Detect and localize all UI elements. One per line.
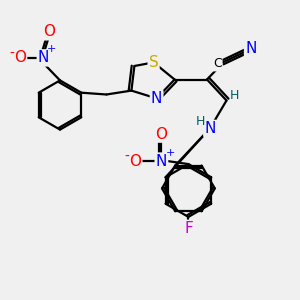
Text: N: N [38, 50, 49, 65]
Text: N: N [245, 41, 256, 56]
Text: N: N [151, 91, 162, 106]
Text: N: N [204, 121, 216, 136]
Text: O: O [14, 50, 26, 65]
Text: H: H [230, 88, 240, 102]
Text: O: O [129, 154, 141, 169]
Text: +: + [166, 148, 175, 158]
Text: H: H [196, 115, 205, 128]
Text: +: + [47, 44, 57, 55]
Text: F: F [184, 221, 193, 236]
Text: -: - [9, 47, 14, 61]
Text: N: N [156, 154, 167, 169]
Text: O: O [155, 127, 167, 142]
Text: C: C [213, 57, 222, 70]
Text: -: - [124, 150, 129, 164]
Text: O: O [43, 24, 55, 39]
Text: S: S [149, 55, 158, 70]
